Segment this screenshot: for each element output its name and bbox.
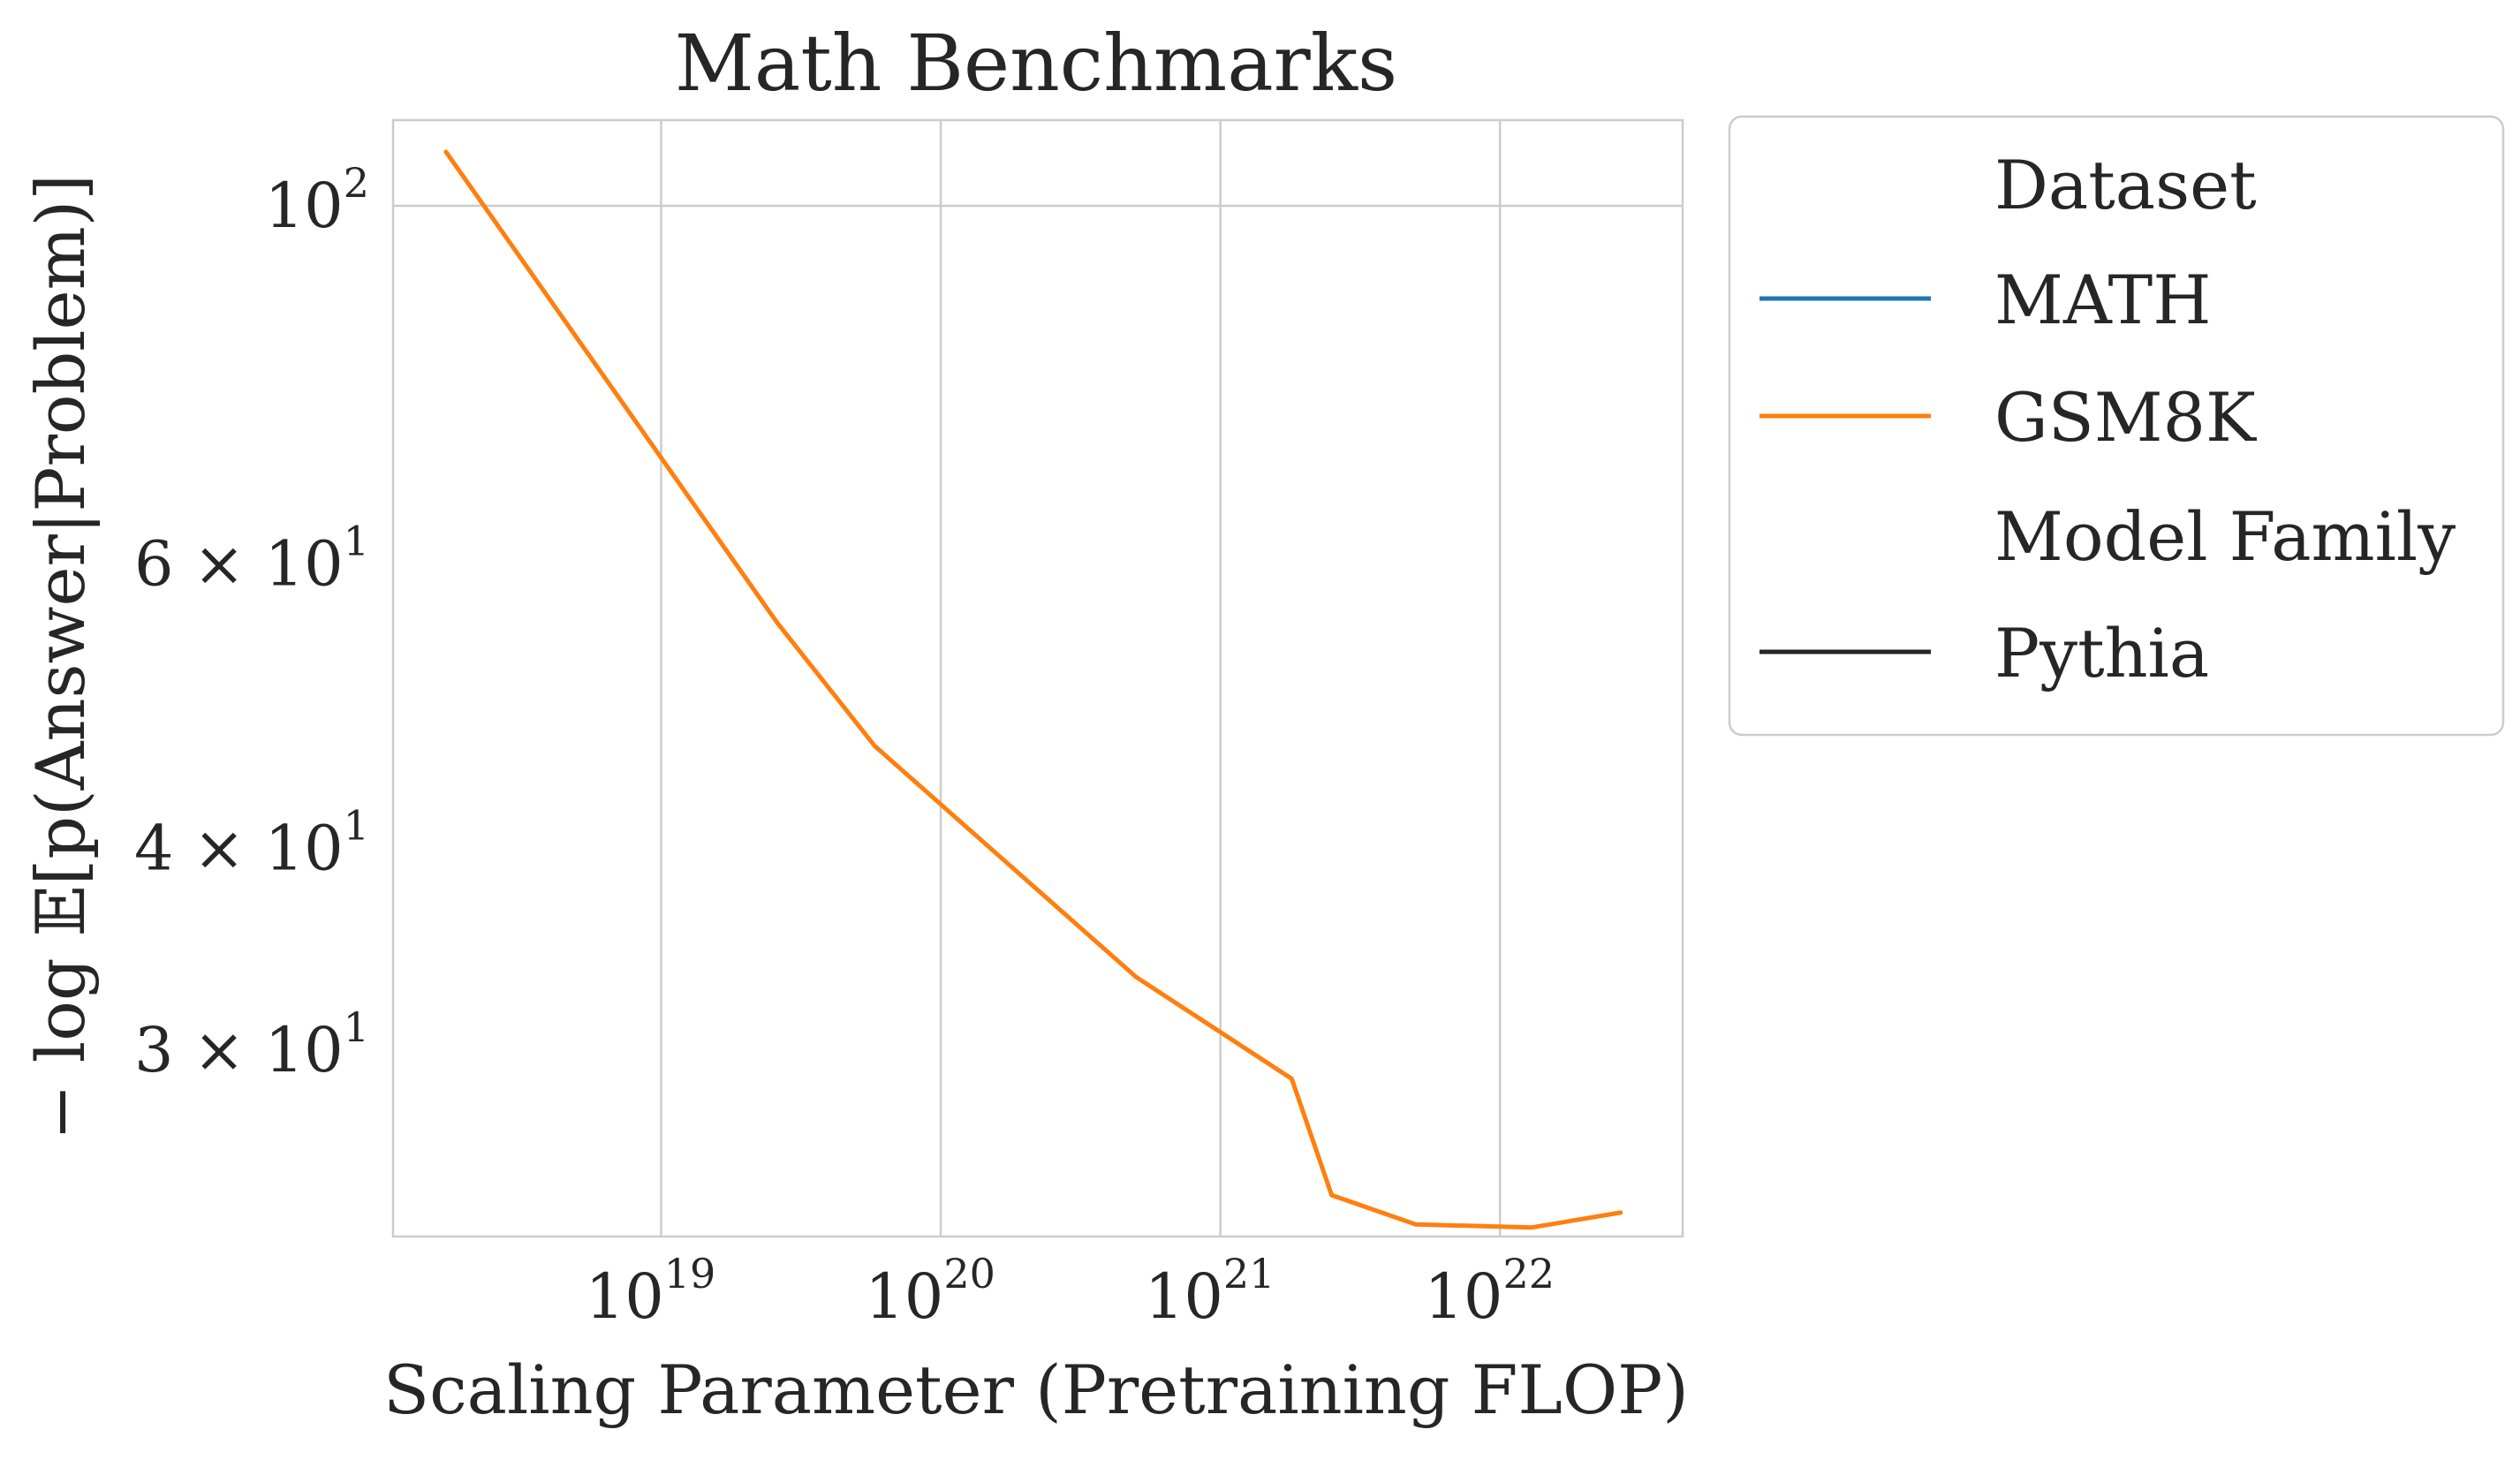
x-tick-label: 1022 [1424, 1250, 1555, 1333]
x-tick-label: 1021 [1145, 1250, 1275, 1333]
y-tick-label: 4 × 101 [134, 802, 369, 885]
series-line-gsm8k [443, 149, 1623, 1230]
legend-label-model-family: Model Family [1994, 497, 2456, 576]
legend-label-math: MATH [1994, 261, 2212, 339]
y-tick-label: 3 × 101 [134, 1003, 369, 1086]
legend: Dataset MATH GSM8K Model Family Pythia [1728, 115, 2505, 737]
x-tick-label: 1019 [586, 1250, 716, 1333]
grid [393, 120, 1683, 1237]
x-axis-label: Scaling Parameter (Pretraining FLOP) [383, 1350, 1689, 1429]
y-axis-ticks: 102 6 × 101 4 × 101 3 × 101 [134, 159, 369, 1086]
y-tick-label: 6 × 101 [134, 518, 369, 601]
axes-border [391, 118, 1684, 1238]
chart-title: Math Benchmarks [675, 18, 1397, 109]
legend-label-pythia: Pythia [1994, 614, 2209, 692]
legend-label-dataset: Dataset [1994, 146, 2257, 224]
plot-area [443, 149, 1623, 1230]
axes-frame [391, 118, 1684, 1238]
x-axis-ticks: 1019 1020 1021 1022 [586, 1250, 1555, 1333]
legend-label-gsm8k: GSM8K [1994, 378, 2257, 457]
legend-box [1728, 115, 2505, 737]
x-tick-label: 1020 [865, 1250, 995, 1333]
y-axis-label: − log 𝔼[p(Answer|Problem)] [21, 174, 100, 1140]
y-tick-label: 102 [265, 159, 369, 242]
